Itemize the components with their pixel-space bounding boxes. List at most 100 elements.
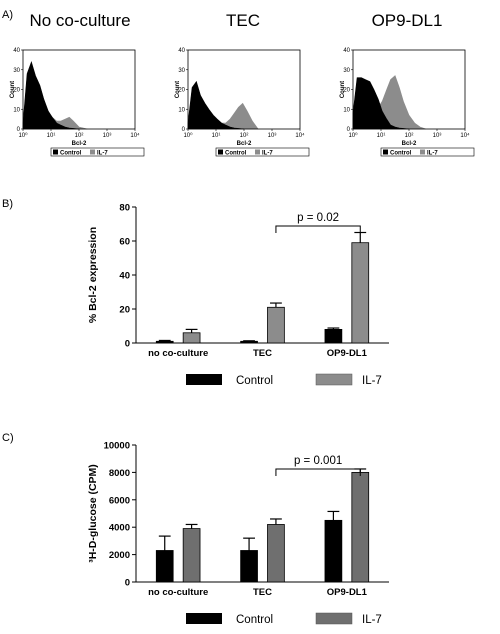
histogram-title: OP9-DL1 — [372, 11, 443, 30]
histogram-control-series — [187, 80, 245, 130]
category-label: TEC — [253, 587, 272, 598]
bar-control — [155, 550, 174, 583]
y-tick-label: 30 — [13, 68, 20, 74]
y-tick-label: 40 — [13, 48, 20, 54]
x-axis-label: Bcl-2 — [402, 141, 417, 147]
y-axis-label: % Bcl-2 expression — [87, 227, 99, 323]
x-tick-label: 10³ — [433, 133, 442, 139]
panel-letter-a: A) — [2, 9, 13, 21]
legend-swatch-control — [53, 149, 58, 155]
y-tick-label: 20 — [178, 88, 185, 94]
p-value-annotation: p = 0.02 — [297, 212, 339, 224]
bar-il7 — [267, 524, 285, 583]
histogram-legend: Control IL-7 — [380, 147, 475, 157]
category-label: OP9-DL1 — [327, 348, 368, 359]
y-tick-label: 0 — [125, 578, 130, 589]
legend-label-control: Control — [225, 150, 247, 156]
x-tick-label: 10⁰ — [348, 132, 358, 139]
bar-control — [324, 519, 343, 583]
bar-il7 — [182, 528, 201, 583]
histogram-legend: Control IL-7 — [50, 147, 145, 157]
legend-frame — [380, 147, 475, 157]
y-tick-label: 40 — [178, 48, 185, 54]
category-label: no co-culture — [148, 587, 208, 598]
y-tick-label: 20 — [119, 305, 130, 316]
y-tick-label: 20 — [343, 88, 350, 94]
bar-control — [324, 328, 343, 344]
panel-letter-b: B) — [2, 198, 13, 210]
legend-label-il7: IL-7 — [362, 375, 382, 387]
histogram-title: No co-culture — [29, 11, 130, 30]
y-tick-label: 30 — [343, 68, 350, 74]
histogram-control-series — [352, 77, 410, 130]
legend-label-control: Control — [390, 150, 412, 156]
y-tick-label: 40 — [343, 48, 350, 54]
glucose-uptake-bar-chart: 0 2000 4000 6000 8000 10000 ³H-D-glucose (CPM)… — [87, 441, 389, 626]
y-tick-label: 10 — [343, 107, 350, 113]
legend-frame — [215, 147, 310, 157]
legend-swatch-il7 — [255, 149, 260, 155]
bar-control — [240, 340, 258, 344]
legend-label-il7: IL-7 — [362, 614, 382, 626]
bar-il7 — [351, 471, 370, 583]
y-tick-label: 0 — [125, 339, 130, 350]
y-axis-label: Count — [175, 81, 181, 98]
y-tick-label: 6000 — [109, 495, 130, 506]
category-label: TEC — [253, 348, 272, 359]
legend-frame — [50, 147, 145, 157]
y-tick-label: 8000 — [109, 468, 130, 479]
y-tick-label: 10 — [178, 107, 185, 113]
histogram-tec: TEC 0 10 20 30 40 10⁰ 10¹ 10² 10³ 10⁴ Bcl-2 Count Co… — [175, 11, 310, 157]
legend-label-control: Control — [60, 150, 82, 156]
legend-swatch-il7 — [420, 149, 425, 155]
y-tick-label: 10000 — [104, 441, 130, 452]
legend-swatch-il7 — [90, 149, 95, 155]
legend-swatch-control — [383, 149, 388, 155]
x-tick-label: 10² — [75, 133, 84, 139]
bar-control — [155, 340, 174, 344]
legend-swatch-control — [186, 374, 222, 385]
panel-letter-c: C) — [2, 432, 14, 444]
histogram-legend: Control IL-7 — [215, 147, 310, 157]
y-tick-label: 0 — [17, 127, 21, 133]
bar-il7 — [267, 306, 285, 344]
significance-bracket — [275, 225, 361, 233]
y-tick-label: 10 — [13, 107, 20, 113]
x-tick-label: 10³ — [103, 133, 112, 139]
x-tick-label: 10¹ — [377, 133, 386, 139]
x-tick-label: 10⁴ — [460, 132, 470, 139]
x-tick-label: 10⁴ — [295, 132, 305, 139]
significance-bracket — [275, 468, 361, 476]
x-tick-label: 10⁰ — [18, 132, 28, 139]
x-tick-label: 10³ — [268, 133, 277, 139]
x-axis-label: Bcl-2 — [72, 141, 87, 147]
y-tick-label: 0 — [182, 127, 186, 133]
x-tick-label: 10² — [240, 133, 249, 139]
bar-il7 — [351, 242, 370, 344]
x-tick-label: 10¹ — [47, 133, 56, 139]
histogram-no-co-culture: No co-culture 0 10 20 30 40 10⁰ 10¹ 10² 10³ 10⁴ Bc… — [10, 11, 145, 157]
legend-swatch-il7 — [315, 373, 353, 386]
y-tick-label: 0 — [347, 127, 351, 133]
legend-label-control: Control — [236, 375, 273, 387]
category-label: no co-culture — [148, 348, 208, 359]
y-tick-label: 80 — [119, 203, 130, 214]
y-axis-label: ³H-D-glucose (CPM) — [87, 464, 99, 563]
legend-label-il7: IL-7 — [97, 150, 108, 156]
histogram-title: TEC — [226, 11, 260, 30]
bar-control — [240, 550, 258, 583]
histogram-control-series — [22, 60, 80, 130]
legend-swatch-control — [186, 613, 222, 624]
y-tick-label: 2000 — [109, 550, 130, 561]
x-tick-label: 10⁰ — [183, 132, 193, 139]
p-value-annotation: p = 0.001 — [294, 455, 342, 467]
x-tick-label: 10¹ — [212, 133, 221, 139]
legend-swatch-control — [218, 149, 223, 155]
y-axis-label: Count — [10, 81, 16, 98]
y-tick-label: 20 — [13, 88, 20, 94]
legend-label-control: Control — [236, 614, 273, 626]
x-axis-label: Bcl-2 — [237, 141, 252, 147]
legend-swatch-il7 — [315, 612, 353, 625]
y-tick-label: 60 — [119, 237, 130, 248]
